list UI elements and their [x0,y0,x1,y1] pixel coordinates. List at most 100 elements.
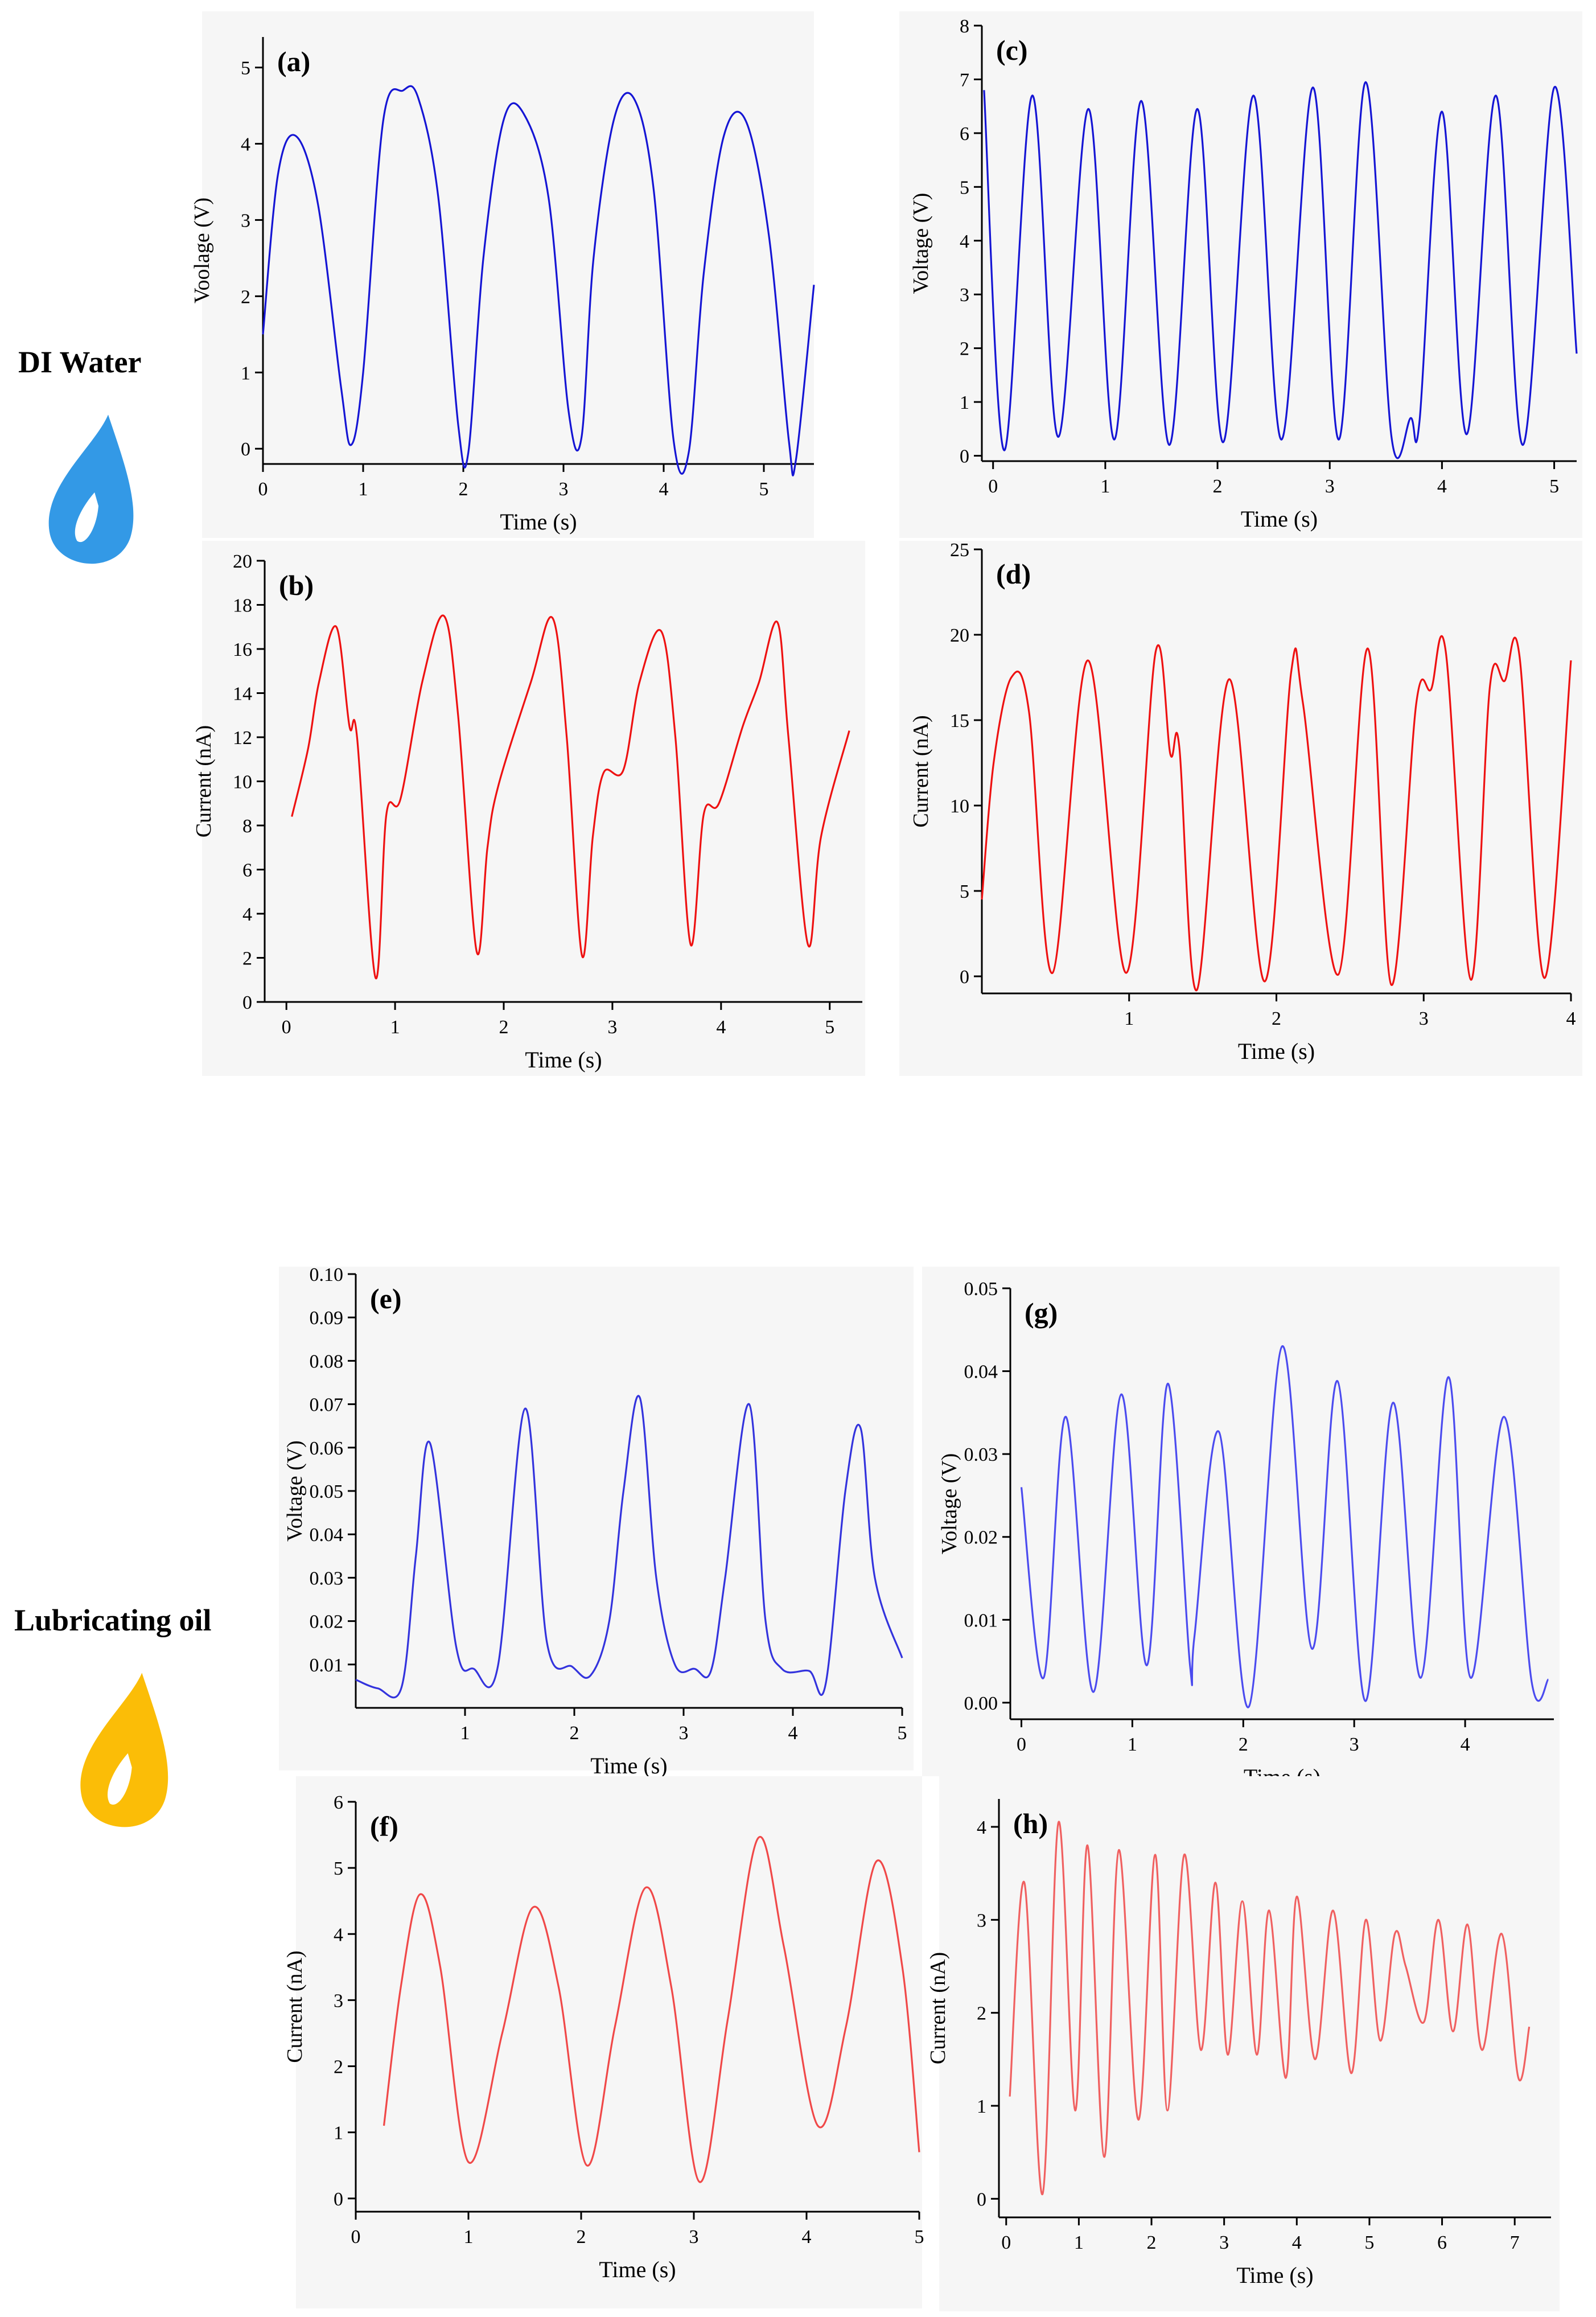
x-tick-label: 2 [1147,2232,1157,2253]
x-tick-label: 4 [1566,1008,1576,1029]
panel-background [279,1267,914,1770]
y-tick-label: 4 [242,904,252,925]
panel-label: (a) [277,46,310,77]
chart-panel-e: 1 2 3 4 5 0.01 0.02 0.03 0.04 0.05 0.06 0.07 0.08 0.0… [279,1264,914,1778]
y-axis-label: Voltage (V) [937,1453,961,1555]
x-tick-label: 4 [788,1723,798,1744]
series-line [291,614,850,980]
y-tick-label: 14 [233,684,252,705]
y-tick-label: 0 [977,2189,986,2210]
y-tick-label: 0.03 [310,1568,344,1589]
y-tick-label: 0.07 [310,1395,344,1416]
panel-label: (e) [370,1283,402,1314]
chart-panel-c: 0 1 2 3 4 5 0 1 2 3 4 5 6 7 8 Time (s) Voltage (V) (c) [899,11,1582,538]
x-tick-label: 0 [282,1017,291,1038]
panel-label: (f) [370,1810,398,1842]
series-line [981,635,1572,991]
x-tick-label: 1 [1100,476,1110,497]
x-axis-label: Time (s) [1241,506,1318,532]
y-tick-label: 6 [242,860,252,881]
y-axis-label: Voolage (V) [190,198,214,303]
y-tick-label: 6 [334,1792,343,1813]
x-tick-label: 3 [689,2226,699,2248]
panel-label: (d) [996,558,1031,590]
x-tick-label: 3 [559,479,569,500]
x-tick-label: 3 [1219,2232,1229,2253]
x-tick-label: 1 [464,2226,474,2248]
y-tick-label: 8 [960,16,969,37]
panel-label: (g) [1025,1297,1058,1329]
y-tick-label: 3 [977,1910,986,1931]
x-axis-label: Time (s) [500,509,577,535]
y-tick-label: 0.03 [964,1444,998,1465]
y-tick-label: 0.04 [310,1525,344,1546]
y-axis-label: Current (nA) [909,715,933,827]
x-tick-label: 0 [988,476,998,497]
x-tick-label: 2 [459,479,468,500]
y-tick-label: 0.05 [964,1279,998,1300]
y-axis-label: Voltage (V) [283,1440,307,1542]
y-tick-label: 7 [960,69,969,91]
x-tick-label: 4 [802,2226,812,2248]
y-tick-label: 2 [242,948,252,969]
x-tick-label: 4 [1437,476,1447,497]
y-tick-label: 0 [242,992,252,1013]
y-tick-label: 6 [960,124,969,145]
y-tick-label: 3 [960,285,969,306]
y-tick-label: 0 [334,2189,343,2210]
y-tick-label: 1 [977,2096,986,2117]
y-tick-label: 15 [950,710,969,732]
x-tick-label: 6 [1437,2232,1447,2253]
y-axis-label: Current (nA) [283,1950,307,2063]
panel-background [202,11,814,538]
panel-background [899,11,1582,538]
x-tick-label: 4 [1461,1734,1470,1755]
y-tick-label: 20 [233,551,252,572]
y-tick-label: 10 [950,796,969,817]
x-axis-label: Time (s) [525,1047,602,1073]
y-tick-label: 0.08 [310,1351,344,1372]
x-tick-label: 0 [1017,1734,1026,1755]
y-tick-label: 3 [334,1990,343,2011]
y-tick-label: 10 [233,772,252,793]
series-line [983,81,1578,459]
x-tick-label: 3 [1325,476,1335,497]
x-tick-label: 5 [1364,2232,1374,2253]
x-tick-label: 2 [1213,476,1223,497]
chart-panel-h: 0 1 2 3 4 5 6 7 0 1 2 3 4 Time (s) Current (nA) (h) [926,1776,1560,2311]
x-tick-label: 1 [1128,1734,1137,1755]
y-tick-label: 5 [960,177,969,198]
panel-background [922,1267,1560,1776]
y-tick-label: 4 [977,1817,986,1838]
y-axis-label: Voltage (V) [909,193,933,294]
x-tick-label: 2 [570,1723,579,1744]
panel-label: (c) [996,34,1028,66]
y-tick-label: 0.05 [310,1481,344,1502]
y-tick-label: 0.04 [964,1362,998,1383]
y-tick-label: 0 [960,967,969,988]
x-tick-label: 7 [1510,2232,1520,2253]
y-tick-label: 1 [960,392,969,413]
x-tick-label: 5 [915,2226,924,2248]
series-line [262,85,815,476]
y-tick-label: 18 [233,595,252,617]
y-tick-label: 5 [334,1858,343,1879]
panel-background [202,541,865,1076]
x-axis-label: Time (s) [1238,1038,1315,1064]
y-tick-label: 0.10 [310,1264,344,1285]
y-axis-label: Current (nA) [192,725,216,837]
series-line [1009,1821,1531,2195]
x-tick-label: 2 [577,2226,586,2248]
y-tick-label: 3 [241,210,250,231]
y-tick-label: 8 [242,816,252,837]
x-tick-label: 5 [1549,476,1559,497]
y-tick-label: 2 [960,339,969,360]
chart-panel-f: 0 1 2 3 4 5 0 1 2 3 4 5 6 Time (s) Current (nA) (f) [283,1776,924,2308]
x-tick-label: 4 [1292,2232,1302,2253]
panel-background [296,1776,922,2308]
x-tick-label: 3 [607,1017,617,1038]
x-axis-label: Time (s) [599,2257,676,2282]
x-tick-label: 4 [659,479,669,500]
